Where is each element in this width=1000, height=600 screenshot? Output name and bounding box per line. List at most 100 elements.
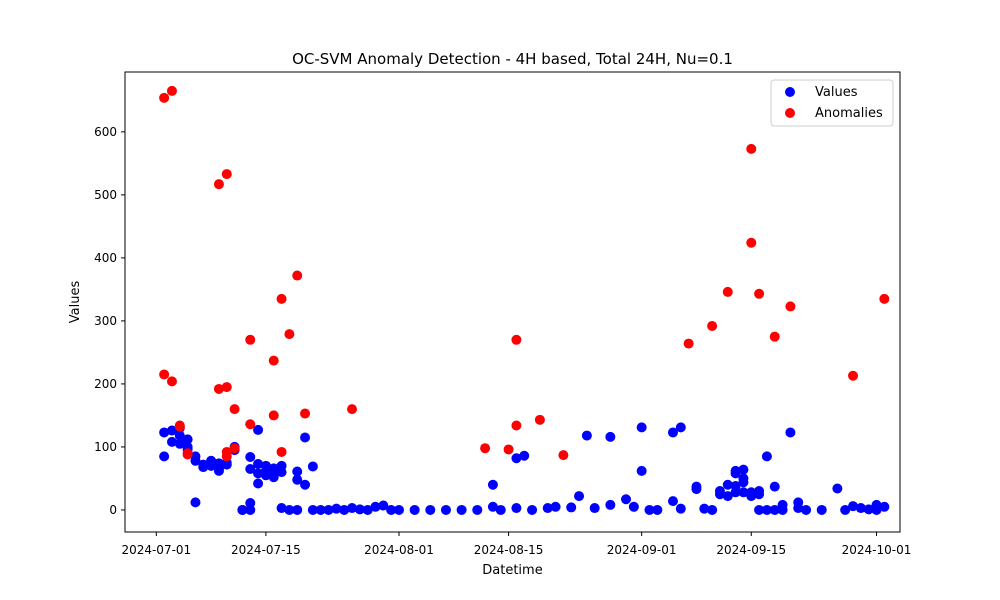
data-point-anomalies	[785, 301, 796, 312]
data-point-values	[315, 504, 326, 515]
data-point-values	[339, 504, 350, 515]
data-point-values	[519, 450, 530, 461]
data-point-anomalies	[511, 334, 522, 345]
data-point-values	[636, 465, 647, 476]
data-point-values	[190, 497, 201, 508]
data-point-anomalies	[159, 92, 170, 103]
data-point-values	[456, 504, 467, 515]
y-tick-label: 300	[94, 314, 117, 328]
data-point-anomalies	[213, 179, 224, 190]
data-point-values	[574, 491, 585, 502]
data-point-values	[738, 487, 749, 498]
y-tick-label: 200	[94, 377, 117, 391]
legend-box	[770, 79, 894, 127]
data-point-anomalies	[503, 444, 514, 455]
data-point-values	[245, 463, 256, 474]
data-point-values	[284, 504, 295, 515]
series-values	[159, 422, 890, 515]
data-point-values	[253, 468, 264, 479]
data-point-values	[159, 427, 170, 438]
data-point-values	[307, 461, 318, 472]
data-point-values	[292, 474, 303, 485]
data-point-anomalies	[347, 404, 358, 415]
data-point-values	[393, 504, 404, 515]
data-point-values	[863, 504, 874, 515]
data-point-anomalies	[221, 382, 232, 393]
data-point-values	[605, 431, 616, 442]
data-point-values	[370, 501, 381, 512]
data-point-values	[840, 504, 851, 515]
legend: Values Anomalies	[770, 79, 894, 127]
series-anomalies	[159, 85, 890, 462]
data-point-values	[182, 434, 193, 445]
data-point-anomalies	[879, 293, 890, 304]
data-point-values	[730, 487, 741, 498]
data-point-anomalies	[221, 169, 232, 180]
data-point-values	[253, 424, 264, 435]
data-point-values	[253, 458, 264, 469]
data-point-anomalies	[707, 320, 718, 331]
data-point-values	[245, 452, 256, 463]
data-point-values	[292, 466, 303, 477]
data-point-values	[785, 427, 796, 438]
data-point-values	[409, 504, 420, 515]
data-point-values	[276, 460, 287, 471]
chart-title: OC-SVM Anomaly Detection - 4H based, Tot…	[292, 50, 733, 68]
data-point-values	[605, 499, 616, 510]
x-tick-label: 2024-09-15	[716, 543, 786, 557]
data-point-anomalies	[213, 383, 224, 394]
data-point-values	[636, 422, 647, 433]
data-point-values	[166, 425, 177, 436]
y-tick-label: 0	[109, 503, 117, 517]
data-point-anomalies	[221, 446, 232, 457]
data-point-values	[542, 503, 553, 514]
data-point-values	[440, 504, 451, 515]
data-point-anomalies	[534, 414, 545, 425]
data-point-anomalies	[276, 446, 287, 457]
data-point-values	[260, 470, 271, 481]
data-point-anomalies	[245, 334, 256, 345]
data-point-values	[511, 453, 522, 464]
data-point-values	[746, 487, 757, 498]
y-tick-label: 400	[94, 251, 117, 265]
data-point-values	[237, 504, 248, 515]
data-point-values	[738, 464, 749, 475]
data-point-values	[738, 477, 749, 488]
data-point-anomalies	[511, 420, 522, 431]
x-tick-label: 2024-07-15	[231, 543, 301, 557]
data-point-values	[675, 422, 686, 433]
data-point-values	[730, 465, 741, 476]
data-point-values	[691, 481, 702, 492]
data-point-values	[879, 501, 890, 512]
x-tick-label: 2024-07-01	[121, 543, 191, 557]
data-point-anomalies	[159, 369, 170, 380]
y-tick-label: 100	[94, 440, 117, 454]
data-point-values	[652, 504, 663, 515]
data-point-values	[801, 504, 812, 515]
data-point-values	[589, 503, 600, 514]
data-point-anomalies	[268, 355, 279, 366]
data-point-anomalies	[229, 404, 240, 415]
x-tick-label: 2024-10-01	[842, 543, 912, 557]
data-point-values	[722, 491, 733, 502]
data-point-values	[769, 504, 780, 515]
data-point-values	[793, 497, 804, 508]
data-point-anomalies	[558, 450, 569, 461]
data-point-values	[347, 503, 358, 514]
data-point-anomalies	[292, 270, 303, 281]
data-point-values	[166, 436, 177, 447]
x-axis: 2024-07-01 2024-07-15 2024-08-01 2024-08-15…	[121, 532, 911, 557]
data-point-values	[245, 504, 256, 515]
data-point-anomalies	[746, 237, 757, 248]
data-point-values	[754, 489, 765, 500]
data-point-anomalies	[769, 331, 780, 342]
data-point-anomalies	[722, 286, 733, 297]
data-point-values	[871, 504, 882, 515]
data-point-values	[667, 427, 678, 438]
data-point-values	[707, 504, 718, 515]
data-point-values	[550, 501, 561, 512]
data-point-values	[722, 479, 733, 490]
data-point-values	[581, 430, 592, 441]
